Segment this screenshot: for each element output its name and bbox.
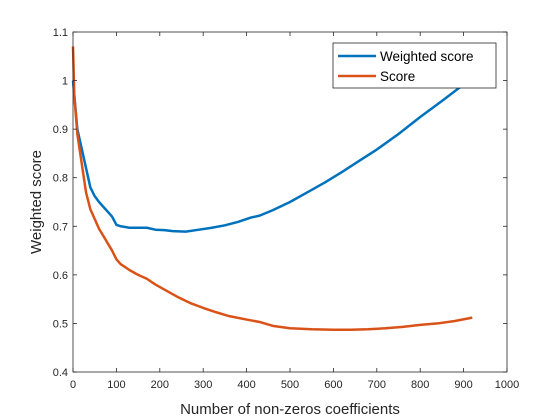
series-lines — [71, 46, 473, 331]
y-tick-label: 0.9 — [53, 124, 68, 136]
x-tick-label: 100 — [107, 379, 125, 391]
plot-area-border — [72, 31, 508, 373]
series-line-score — [71, 46, 473, 331]
y-axis-ticks: 0.4 0.5 0.6 0.7 0.8 0.9 1 1.1 — [53, 27, 507, 379]
y-tick-label: 0.8 — [53, 173, 68, 185]
legend-label-weighted-score: Weighted score — [380, 49, 474, 64]
x-tick-label: 800 — [411, 379, 429, 391]
y-tick-label: 0.7 — [53, 221, 68, 233]
x-axis-label: Number of non-zeros coefficients — [180, 401, 400, 418]
series-line-weighted-score — [71, 79, 473, 233]
x-tick-label: 1000 — [495, 379, 519, 391]
x-tick-label: 0 — [70, 379, 76, 391]
x-tick-label: 600 — [324, 379, 342, 391]
x-tick-label: 300 — [194, 379, 212, 391]
y-tick-label: 1.1 — [53, 27, 68, 39]
legend-label-score: Score — [380, 69, 415, 84]
legend: Weighted score Score — [332, 42, 497, 89]
y-tick-label: 0.4 — [53, 367, 68, 379]
x-tick-label: 200 — [151, 379, 169, 391]
y-tick-label: 0.6 — [53, 270, 68, 282]
x-tick-label: 400 — [237, 379, 255, 391]
y-tick-label: 0.5 — [53, 318, 68, 330]
x-tick-label: 500 — [281, 379, 299, 391]
x-tick-label: 700 — [368, 379, 386, 391]
x-axis-ticks: 0 100 200 300 400 500 600 700 800 900 1000 — [70, 32, 519, 391]
y-tick-label: 1 — [62, 76, 68, 88]
legend-box — [332, 42, 497, 89]
x-tick-label: 900 — [454, 379, 472, 391]
y-axis-label: Weighted score — [28, 150, 45, 254]
